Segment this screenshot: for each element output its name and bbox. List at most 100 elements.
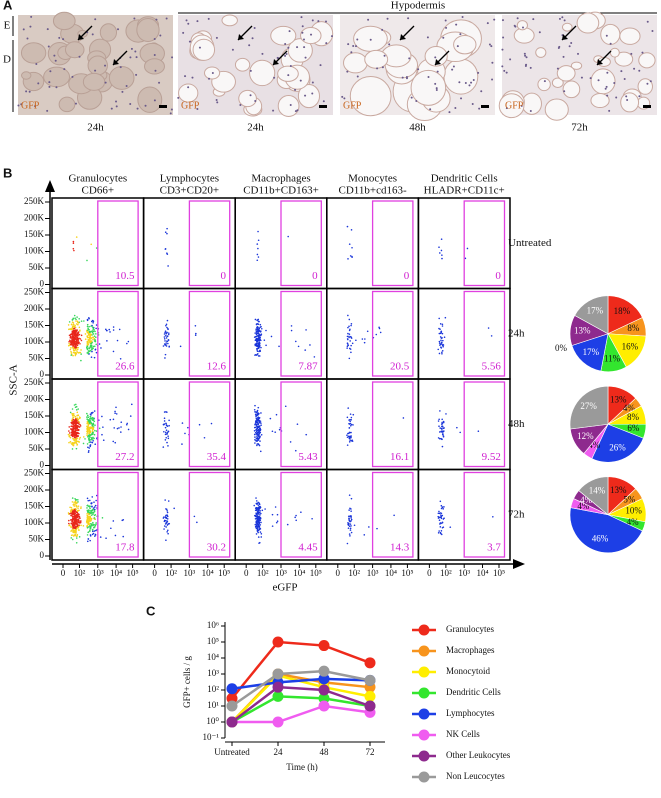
event-dot (346, 416, 349, 419)
event-dot (120, 431, 122, 433)
event-dot (265, 344, 267, 347)
event-dot (258, 425, 261, 427)
event-dot (257, 416, 260, 419)
nucleus (557, 47, 560, 50)
event-dot (259, 339, 262, 342)
event-dot (126, 342, 128, 345)
event-dot (163, 525, 166, 527)
event-dot (73, 433, 76, 435)
nucleus (253, 26, 256, 29)
nucleus (532, 18, 535, 21)
nucleus (188, 40, 191, 43)
event-dot (256, 259, 259, 262)
nucleus (444, 19, 447, 22)
nucleus (623, 77, 626, 80)
event-dot (258, 541, 261, 544)
tissue-texture (249, 59, 276, 87)
nucleus (304, 94, 307, 97)
nucleus (442, 36, 445, 39)
event-dot (441, 514, 444, 517)
event-dot (347, 407, 350, 409)
nucleus (577, 52, 580, 55)
event-dot (258, 436, 261, 439)
tissue-texture (287, 38, 313, 63)
event-dot (88, 441, 91, 444)
event-dot (95, 529, 97, 532)
tissue-texture (410, 69, 447, 106)
nucleus (294, 110, 297, 113)
nucleus (516, 17, 519, 20)
event-dot (72, 336, 74, 339)
event-dot (256, 348, 258, 350)
event-dot (257, 513, 260, 515)
event-dot (75, 502, 78, 505)
event-dot (346, 347, 348, 349)
event-dot (348, 509, 350, 511)
nucleus (464, 81, 467, 84)
event-dot (257, 511, 260, 514)
event-dot (166, 326, 168, 329)
tissue-texture (453, 34, 477, 55)
event-dot (86, 323, 89, 326)
nucleus (296, 109, 299, 112)
event-dot (91, 424, 94, 426)
event-dot (114, 412, 116, 415)
event-dot (163, 411, 166, 413)
legend-label: Macrophages (446, 645, 495, 655)
event-dot (349, 520, 351, 523)
event-dot (290, 329, 293, 332)
nucleus (562, 55, 565, 58)
event-dot (77, 341, 79, 344)
event-dot (69, 436, 72, 439)
event-dot (90, 340, 93, 343)
event-dot (445, 413, 447, 415)
event-dot (68, 342, 70, 345)
event-dot (350, 518, 353, 521)
event-dot (72, 525, 75, 527)
event-dot (68, 430, 70, 432)
nucleus (153, 99, 156, 102)
event-dot (91, 528, 94, 531)
event-dot (72, 422, 75, 424)
event-dot (346, 444, 349, 446)
event-dot (72, 527, 75, 529)
event-dot (100, 347, 102, 349)
nucleus (196, 107, 199, 110)
event-dot (350, 435, 352, 437)
event-dot (89, 529, 91, 531)
event-dot (166, 227, 168, 230)
event-dot (167, 332, 170, 334)
event-dot (255, 500, 258, 502)
event-dot (89, 331, 91, 333)
gate (97, 381, 139, 468)
event-dot (78, 438, 81, 440)
event-dot (91, 505, 93, 508)
nucleus (17, 104, 20, 107)
event-dot (86, 514, 89, 517)
event-dot (88, 418, 91, 420)
event-dot (490, 335, 493, 337)
event-dot (93, 356, 96, 359)
nucleus (319, 64, 322, 67)
nucleus (310, 33, 313, 36)
legend-label: Non Leucocytes (446, 771, 505, 781)
event-dot (110, 527, 112, 530)
x-tick-label: 10⁴ (385, 568, 397, 578)
nucleus (417, 68, 420, 71)
event-dot (71, 413, 73, 415)
event-dot (71, 319, 74, 321)
pie-label: 11% (604, 353, 621, 363)
event-dot (350, 351, 352, 354)
event-dot (346, 542, 349, 545)
x-tick-label: 10³ (275, 568, 287, 578)
event-dot (72, 332, 75, 335)
nucleus (91, 33, 94, 36)
event-dot (87, 338, 90, 341)
event-dot (346, 343, 349, 345)
nucleus (434, 56, 437, 59)
event-dot (440, 522, 442, 525)
event-dot (69, 348, 72, 351)
event-dot (82, 525, 85, 527)
event-dot (256, 523, 259, 525)
x-tick-label: 0 (427, 568, 432, 578)
